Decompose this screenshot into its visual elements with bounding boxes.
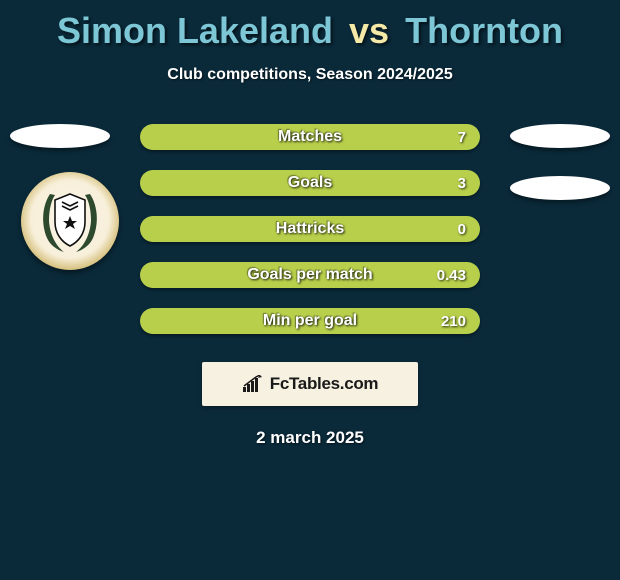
bar-chart-icon	[242, 375, 264, 393]
page-title: Simon Lakeland vs Thornton	[0, 0, 620, 52]
brand-text: FcTables.com	[270, 374, 379, 394]
title-vs: vs	[349, 10, 389, 51]
photo-placeholder-right-1	[510, 124, 610, 148]
title-player1: Simon Lakeland	[57, 10, 333, 51]
stat-row: Goals per match 0.43	[140, 262, 480, 288]
stat-value-right: 7	[458, 129, 466, 146]
stat-label: Min per goal	[263, 312, 357, 330]
brand-badge: FcTables.com	[202, 362, 418, 406]
stat-row: Min per goal 210	[140, 308, 480, 334]
stat-label: Matches	[278, 128, 342, 146]
title-player2: Thornton	[405, 10, 563, 51]
stat-value-right: 210	[441, 313, 466, 330]
photo-placeholder-left	[10, 124, 110, 148]
stat-value-right: 0.43	[437, 267, 466, 284]
photo-placeholder-right-2	[510, 176, 610, 200]
stat-row: Hattricks 0	[140, 216, 480, 242]
stat-value-right: 0	[458, 221, 466, 238]
stat-row: Matches 7	[140, 124, 480, 150]
subtitle: Club competitions, Season 2024/2025	[0, 66, 620, 84]
stat-value-right: 3	[458, 175, 466, 192]
date-label: 2 march 2025	[0, 428, 620, 448]
stat-row: Goals 3	[140, 170, 480, 196]
club-crest	[21, 172, 119, 270]
stat-label: Hattricks	[276, 220, 344, 238]
stat-label: Goals per match	[247, 266, 372, 284]
stat-label: Goals	[288, 174, 332, 192]
crest-svg	[41, 188, 99, 254]
